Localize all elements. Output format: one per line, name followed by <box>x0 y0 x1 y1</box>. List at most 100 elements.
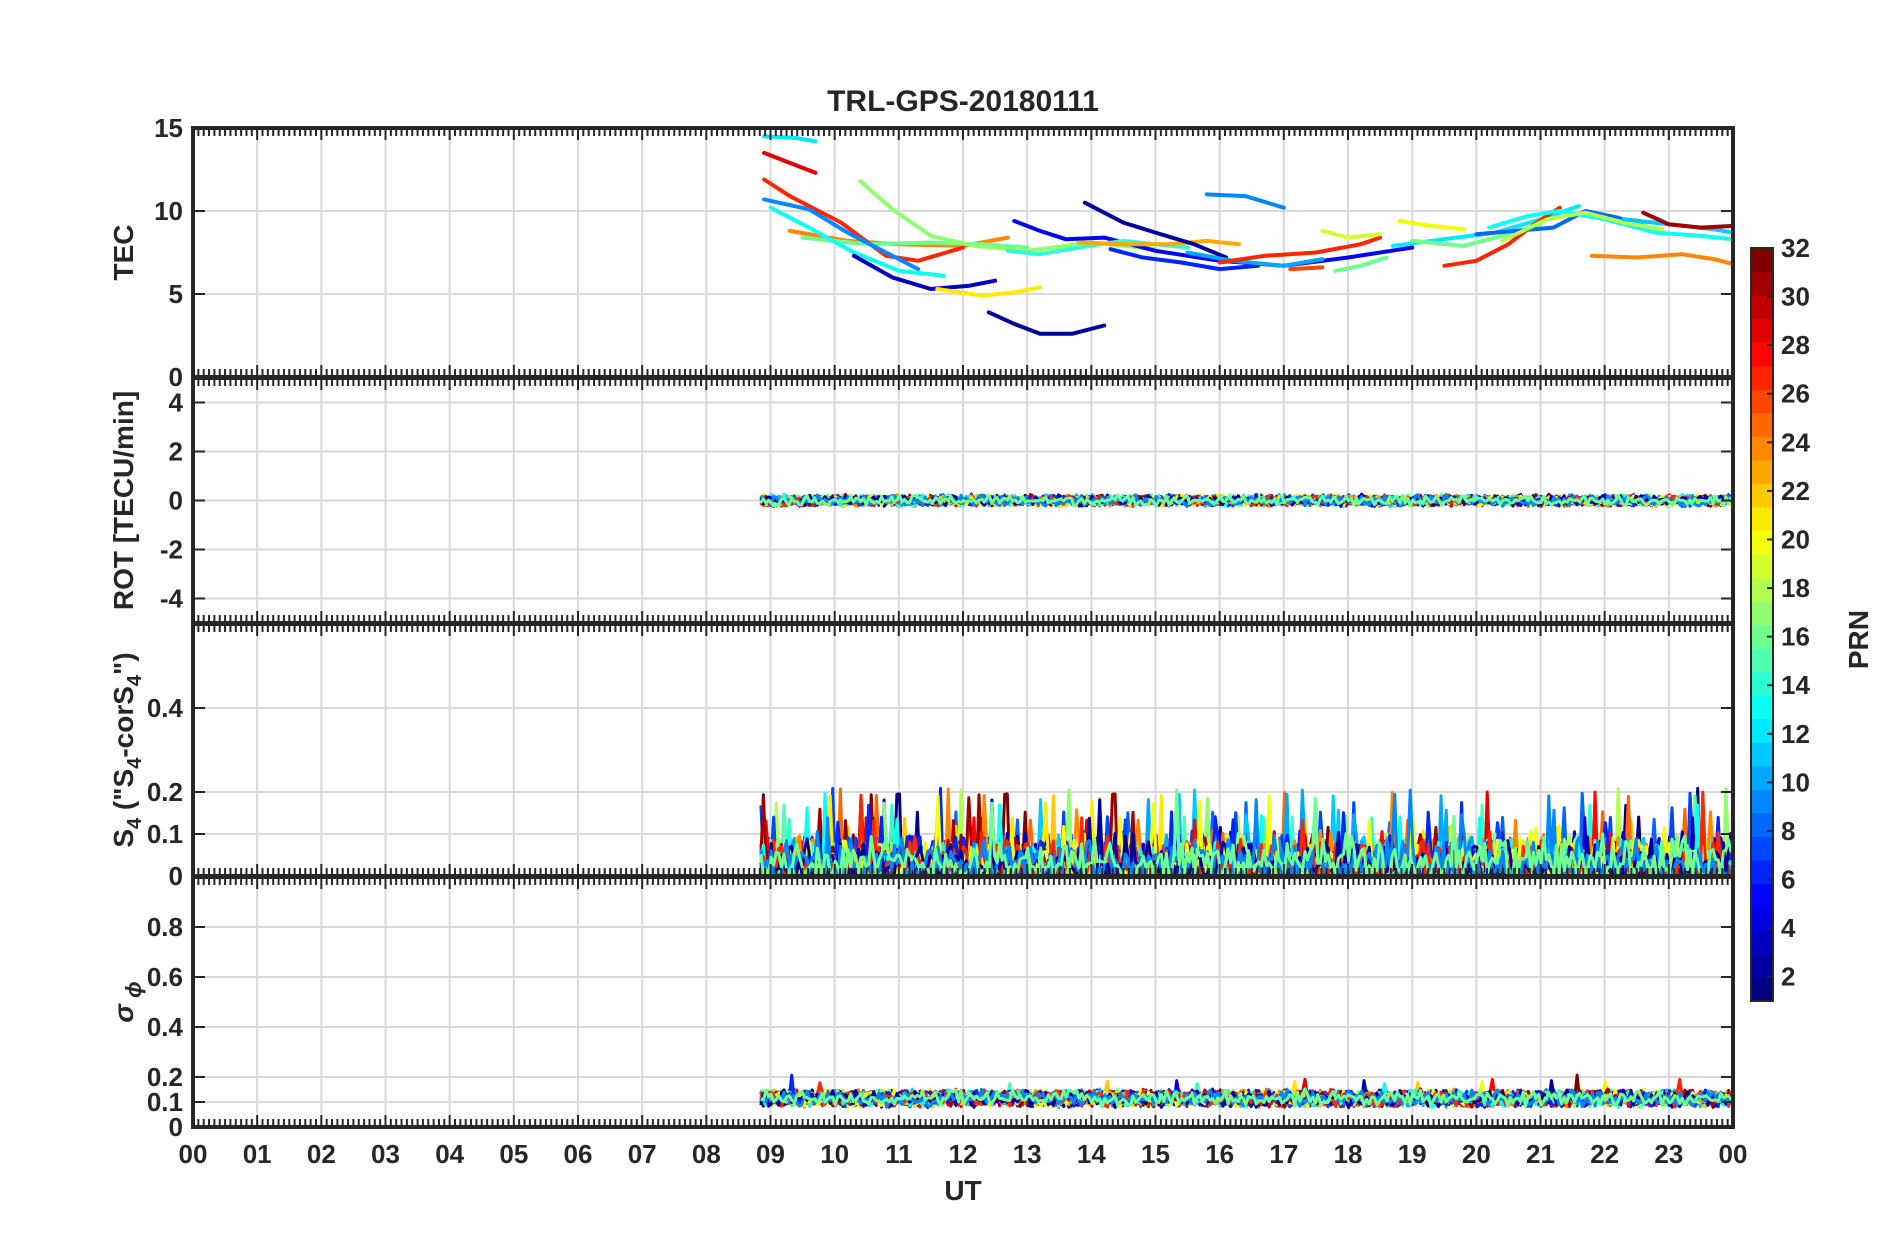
colorbar-segment <box>1751 436 1773 461</box>
chart-title: TRL-GPS-20180111 <box>827 85 1099 118</box>
x-tick-label: 14 <box>1077 1139 1106 1169</box>
colorbar-segment <box>1751 248 1773 273</box>
colorbar-segment <box>1751 906 1773 932</box>
y-tick-label: 0.6 <box>147 962 183 992</box>
colorbar-segment <box>1751 506 1773 531</box>
panel-data-tec <box>762 134 1733 336</box>
y-tick-label: 0.1 <box>147 819 183 849</box>
tec-series-prn-16 <box>1333 255 1389 273</box>
colorbar-tick-label: 22 <box>1781 476 1810 506</box>
tec-series-prn-27 <box>1442 205 1562 268</box>
tec-series-prn-13 <box>768 205 946 278</box>
colorbar-tick-label: 6 <box>1781 865 1795 895</box>
y-tick-label: -4 <box>160 584 184 614</box>
colorbar-tick-label: 18 <box>1781 573 1810 603</box>
tec-series-prn-24 <box>1589 252 1733 267</box>
colorbar-segment <box>1751 883 1773 908</box>
x-tick-label: 18 <box>1334 1139 1363 1169</box>
x-tick-label: 17 <box>1269 1139 1298 1169</box>
x-tick-label: 12 <box>949 1139 978 1169</box>
colorbar-tick-label: 10 <box>1781 767 1810 797</box>
colorbar-segment <box>1751 765 1773 790</box>
sigma-series-prn-16 <box>760 1087 1733 1109</box>
colorbar-segment <box>1751 624 1773 649</box>
y-tick-label: 0.4 <box>147 1012 184 1042</box>
x-tick-label: 16 <box>1205 1139 1234 1169</box>
tec-series-prn-27 <box>1217 235 1383 265</box>
y-tick-label: 0.2 <box>147 777 183 807</box>
colorbar-tick-label: 2 <box>1781 962 1795 992</box>
colorbar-tick-label: 26 <box>1781 379 1810 409</box>
x-tick-label: 19 <box>1398 1139 1427 1169</box>
x-tick-label: 03 <box>371 1139 400 1169</box>
x-tick-label: 09 <box>756 1139 785 1169</box>
colorbar-segment <box>1751 953 1773 979</box>
colorbar-segment <box>1751 812 1773 837</box>
x-tick-label: 21 <box>1526 1139 1555 1169</box>
y-tick-label: 4 <box>169 388 184 418</box>
tec-series-prn-9 <box>762 197 921 272</box>
colorbar-tick-label: 16 <box>1781 622 1810 652</box>
y-axis-label-rot: ROT [TECU/min] <box>108 391 139 610</box>
y-tick-label: 0.4 <box>147 693 184 723</box>
y-tick-label: 5 <box>169 279 183 309</box>
x-tick-label: 08 <box>692 1139 721 1169</box>
y-tick-label: 0 <box>169 486 183 516</box>
panel-data-sigma <box>759 1073 1733 1110</box>
colorbar-segment <box>1751 295 1773 320</box>
colorbar-frame <box>1750 247 1774 1002</box>
colorbar-tick-label: 12 <box>1781 719 1810 749</box>
tec-series-prn-6 <box>1108 247 1261 272</box>
colorbar-segment <box>1751 342 1773 367</box>
colorbar-label: PRN <box>1843 610 1874 669</box>
colorbar-segment <box>1751 530 1773 555</box>
x-tick-label: 15 <box>1141 1139 1170 1169</box>
x-tick-label: 07 <box>628 1139 657 1169</box>
tec-series-prn-23 <box>1076 238 1241 247</box>
x-axis-label: UT <box>944 1175 981 1206</box>
colorbar-tick-label: 28 <box>1781 330 1810 360</box>
x-tick-label: 04 <box>435 1139 464 1169</box>
tec-series-prn-19 <box>1320 228 1383 240</box>
y-tick-label: 0.8 <box>147 912 183 942</box>
colorbar-tick-label: 4 <box>1781 913 1796 943</box>
colorbar-segment <box>1751 648 1773 673</box>
colorbar-tick-label: 32 <box>1781 233 1810 263</box>
colorbar-segment <box>1751 789 1773 814</box>
x-tick-label: 22 <box>1590 1139 1619 1169</box>
tec-series-prn-20 <box>1397 219 1466 232</box>
tec-series-prn-31 <box>1641 210 1733 230</box>
y-axis-label-s4: S4 ("S4-corS4") <box>108 652 146 847</box>
colorbar-segment <box>1751 742 1773 767</box>
tec-series-prn-2 <box>1082 200 1229 260</box>
tec-series-prn-16 <box>800 235 1030 250</box>
colorbar-segment <box>1751 271 1773 296</box>
tec-series-prn-12 <box>762 134 818 144</box>
colorbar-tick-label: 30 <box>1781 282 1810 312</box>
colorbar-segment <box>1751 600 1773 626</box>
colorbar-segment <box>1751 671 1773 696</box>
colorbar-segment <box>1751 718 1773 743</box>
tec-series-prn-18 <box>1500 210 1665 243</box>
tec-series-prn-21 <box>935 285 1042 298</box>
colorbar-segment <box>1751 365 1773 390</box>
colorbar-segment <box>1751 859 1773 884</box>
x-tick-label: 11 <box>885 1139 913 1169</box>
colorbar-tick-label: 14 <box>1781 670 1810 700</box>
panel-tec: 0 5 10 15 TEC <box>108 113 1735 392</box>
colorbar-segment <box>1751 412 1773 437</box>
colorbar-segment <box>1751 318 1773 343</box>
y-tick-label: 0 <box>169 1112 183 1142</box>
x-tick-label: 05 <box>499 1139 528 1169</box>
x-tick-label: 23 <box>1654 1139 1683 1169</box>
colorbar-segment <box>1751 577 1773 602</box>
colorbar-tick-label: 8 <box>1781 816 1795 846</box>
colorbar-segment <box>1751 930 1773 955</box>
y-tick-label: 2 <box>169 437 183 467</box>
x-tick-label: 02 <box>307 1139 336 1169</box>
x-tick-label: 00 <box>179 1139 208 1169</box>
y-tick-label: 15 <box>154 113 183 143</box>
